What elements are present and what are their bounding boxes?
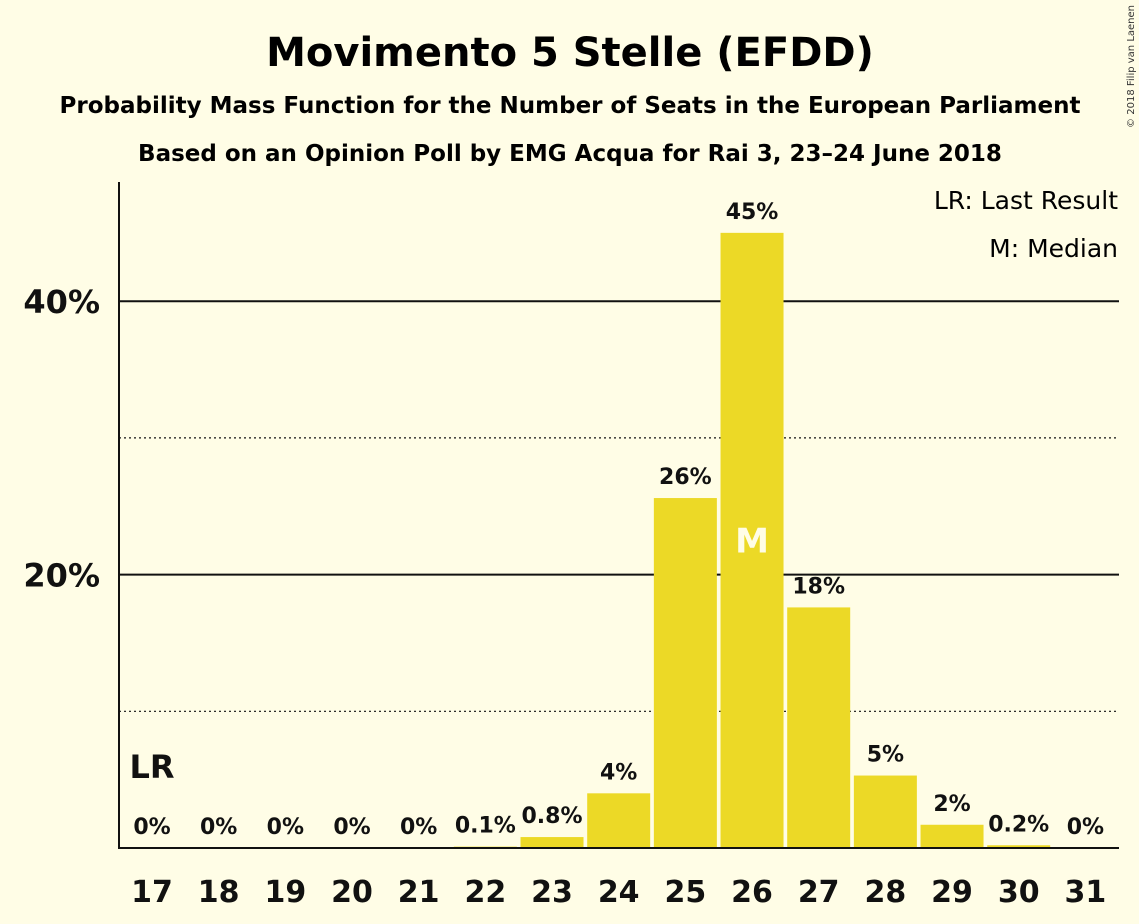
bars bbox=[453, 232, 1051, 849]
x-tick-label: 26 bbox=[731, 875, 773, 910]
x-tick-label: 19 bbox=[264, 875, 306, 910]
x-tick-label: 28 bbox=[864, 875, 906, 910]
chart-subtitle-1: Probability Mass Function for the Number… bbox=[60, 93, 1081, 119]
median-marker: M bbox=[735, 521, 769, 561]
x-tick-label: 18 bbox=[198, 875, 240, 910]
y-tick-label: 40% bbox=[23, 283, 100, 321]
data-label: 4% bbox=[600, 760, 637, 785]
bar bbox=[587, 793, 651, 848]
data-label: 0% bbox=[333, 815, 370, 840]
bar bbox=[520, 837, 584, 848]
bar bbox=[720, 232, 784, 849]
data-label: 0.1% bbox=[455, 814, 516, 839]
bar bbox=[920, 824, 984, 848]
gridlines bbox=[119, 300, 1119, 712]
x-tick-label: 23 bbox=[531, 875, 573, 910]
x-tick-label: 21 bbox=[398, 875, 440, 910]
x-tick-label: 29 bbox=[931, 875, 973, 910]
chart-subtitle-2: Based on an Opinion Poll by EMG Acqua fo… bbox=[138, 141, 1002, 167]
data-label: 2% bbox=[933, 792, 970, 817]
y-tick-label: 20% bbox=[23, 557, 100, 595]
data-label: 0% bbox=[1067, 815, 1104, 840]
legend-median: M: Median bbox=[989, 234, 1118, 263]
axes: 20% 40% 17 18 19 20 21 22 23 24 25 26 27 28 29 30 31 bbox=[23, 182, 1119, 910]
bar bbox=[787, 607, 851, 848]
last-result-marker: LR bbox=[129, 748, 174, 786]
data-label: 0.2% bbox=[988, 812, 1049, 837]
data-label: 0.8% bbox=[522, 804, 583, 829]
x-tick-label: 27 bbox=[798, 875, 840, 910]
copyright-text: © 2018 Filip van Laenen bbox=[1126, 5, 1137, 128]
data-label: 0% bbox=[267, 815, 304, 840]
x-tick-label: 22 bbox=[464, 875, 506, 910]
data-labels: 0% 0% 0% 0% 0% 0.1% 0.8% 4% 26% 45% 18% 5% 2% 0.2% 0% M… bbox=[129, 200, 1104, 840]
data-label: 0% bbox=[133, 815, 170, 840]
bar bbox=[853, 775, 917, 848]
data-label: 18% bbox=[792, 574, 845, 599]
x-tick-label: 31 bbox=[1065, 875, 1107, 910]
x-tick-label: 24 bbox=[598, 875, 640, 910]
data-label: 45% bbox=[726, 200, 779, 225]
bar bbox=[653, 498, 717, 848]
x-tick-label: 20 bbox=[331, 875, 373, 910]
data-label: 0% bbox=[200, 815, 237, 840]
data-label: 26% bbox=[659, 465, 712, 490]
x-tick-label: 17 bbox=[131, 875, 173, 910]
bar bbox=[987, 845, 1051, 848]
x-tick-label: 30 bbox=[998, 875, 1040, 910]
data-label: 5% bbox=[867, 743, 904, 768]
legend-last-result: LR: Last Result bbox=[934, 186, 1118, 215]
chart-title: Movimento 5 Stelle (EFDD) bbox=[266, 30, 874, 76]
data-label: 0% bbox=[400, 815, 437, 840]
x-tick-label: 25 bbox=[664, 875, 706, 910]
